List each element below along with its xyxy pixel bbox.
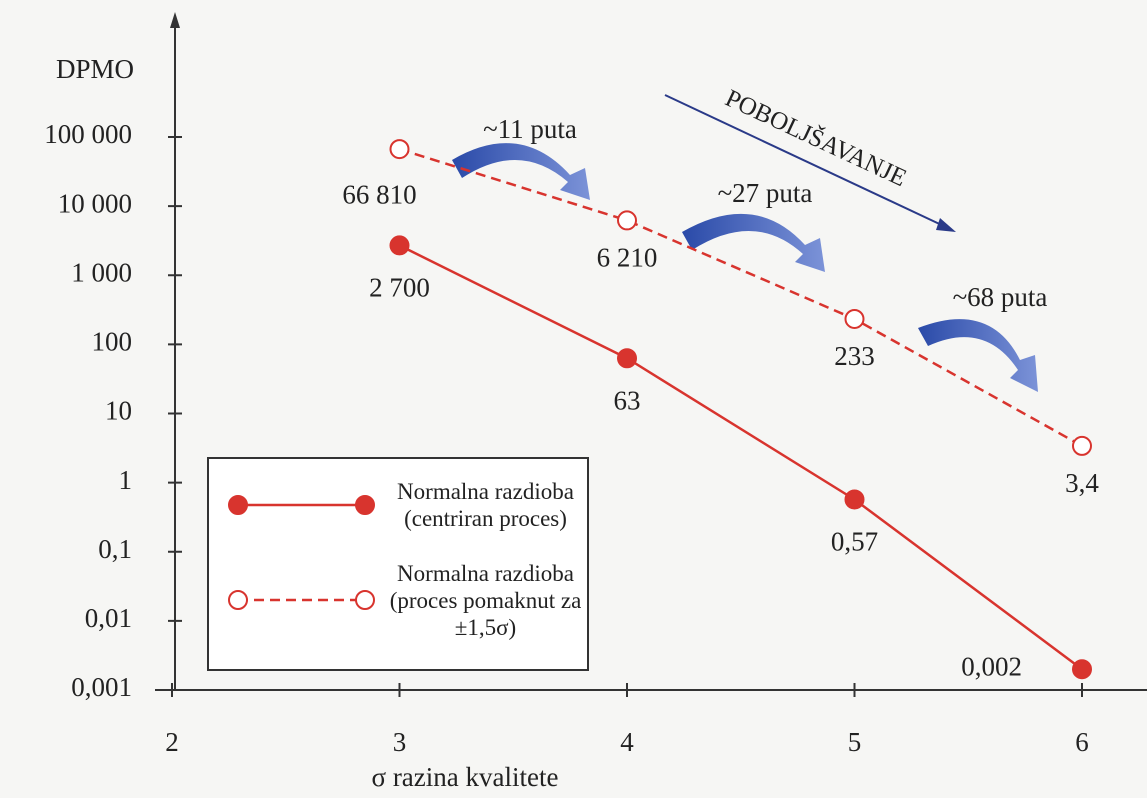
point [1072, 659, 1092, 680]
point [389, 139, 410, 160]
y-axis-arrow [170, 12, 180, 28]
annotation: POBOLJŠAVANJE [721, 83, 911, 192]
legend-marker [228, 495, 248, 515]
y-tick-label: 100 [92, 327, 133, 357]
x-axis-label: σ razina kvalitete [372, 762, 559, 792]
legend-marker [228, 590, 248, 610]
value-label: 6 210 [597, 243, 658, 273]
legend-marker [355, 590, 375, 610]
legend-box [207, 457, 589, 671]
annotation: ~68 puta [953, 282, 1048, 312]
point [844, 308, 865, 329]
annotation: ~27 puta [718, 178, 813, 208]
legend-label: Normalna razdioba (proces pomaknut za ±1… [389, 561, 582, 640]
value-label: 0,57 [831, 527, 878, 557]
value-label: 233 [834, 341, 875, 371]
y-tick-label: 0,01 [85, 603, 132, 633]
y-tick-label: 10 000 [58, 188, 132, 218]
y-tick-label: 1 [119, 465, 133, 495]
value-label: 2 700 [369, 273, 430, 303]
x-tick-label: 5 [848, 727, 862, 757]
point [617, 210, 637, 231]
point [844, 489, 865, 510]
value-label: 0,002 [961, 651, 1022, 681]
improvement-arrowhead [936, 218, 956, 232]
value-label: 66 810 [342, 179, 416, 209]
curved-arrow [918, 319, 1038, 392]
curved-arrow [682, 213, 825, 272]
x-tick-label: 4 [620, 727, 634, 757]
y-tick-label: 0,001 [71, 672, 132, 702]
x-tick-label: 2 [165, 727, 179, 757]
x-tick-label: 3 [393, 727, 407, 757]
curved-arrow [452, 143, 590, 200]
y-tick-label: 10 [105, 396, 132, 426]
value-label: 3,4 [1065, 468, 1099, 498]
y-tick-label: 0,1 [98, 534, 132, 564]
point [617, 348, 637, 369]
improvement-line [664, 94, 949, 229]
point [1072, 435, 1092, 456]
series-line [399, 147, 1083, 447]
x-tick-label: 6 [1075, 727, 1089, 757]
point [389, 235, 410, 256]
y-tick-label: 1 000 [71, 257, 132, 287]
legend-marker [355, 495, 375, 515]
arrows [452, 94, 1038, 392]
y-tick-label: 100 000 [44, 119, 132, 149]
annotation: ~11 puta [483, 114, 577, 144]
y-axis-label: DPMO [56, 54, 134, 84]
series-line [398, 244, 1083, 671]
value-label: 63 [614, 385, 641, 415]
legend-label: Normalna razdioba (centriran proces) [397, 479, 574, 531]
